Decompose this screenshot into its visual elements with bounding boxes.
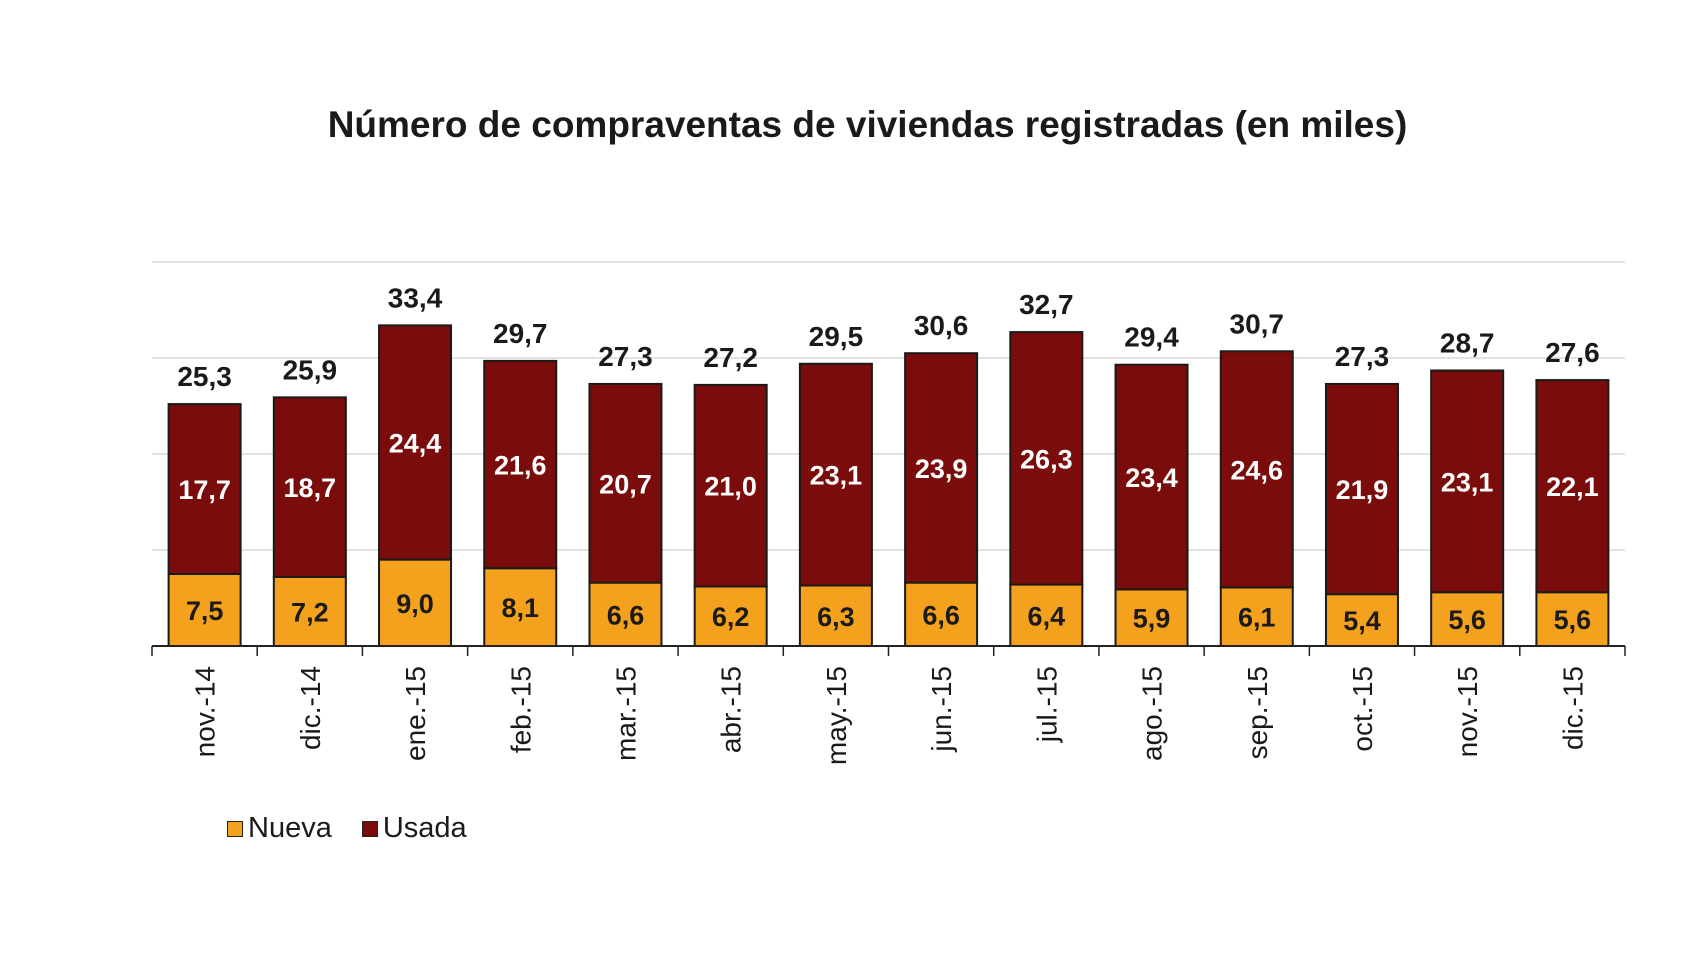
bar-nueva-dic.-15	[1535, 591, 1610, 647]
x-tick-label: nov.-14	[190, 666, 221, 757]
data-label-total: 29,4	[1124, 322, 1179, 353]
legend-item-nueva: Nueva	[227, 812, 332, 845]
chart-legend: Nueva Usada	[227, 812, 497, 845]
x-tick-label: dic.-14	[295, 666, 326, 750]
data-label-total: 27,6	[1545, 337, 1600, 368]
bar-usada-jul.-15	[1009, 331, 1084, 586]
data-label-usada: 21,9	[1336, 475, 1389, 505]
data-label-usada: 21,0	[704, 472, 757, 502]
legend-swatch-usada	[361, 820, 378, 837]
bar-usada-oct.-15	[1324, 382, 1399, 596]
bar-nueva-nov.-15	[1430, 591, 1505, 647]
data-label-total: 32,7	[1019, 289, 1074, 320]
data-label-total: 27,2	[703, 342, 758, 373]
data-label-nueva: 6,2	[712, 602, 750, 632]
data-label-usada: 22,1	[1546, 472, 1599, 502]
data-label-total: 27,3	[1335, 341, 1390, 372]
data-label-total: 25,9	[283, 354, 338, 385]
x-tick-label: mar.-15	[610, 666, 641, 761]
data-label-total: 29,7	[493, 318, 548, 349]
data-label-total: 33,4	[388, 282, 443, 313]
legend-item-usada: Usada	[361, 812, 467, 845]
bar-usada-ago.-15	[1114, 363, 1189, 591]
bar-nueva-jul.-15	[1009, 583, 1084, 647]
x-tick-label: may.-15	[821, 666, 852, 765]
data-label-nueva: 7,2	[291, 597, 329, 627]
x-tick-label: oct.-15	[1347, 666, 1378, 752]
data-label-usada: 23,1	[810, 461, 863, 491]
data-label-nueva: 6,1	[1238, 603, 1276, 633]
data-label-nueva: 6,6	[607, 600, 645, 630]
bar-usada-ene.-15	[378, 324, 453, 561]
data-label-usada: 23,1	[1441, 467, 1494, 497]
x-tick-label: jul.-15	[1031, 666, 1062, 743]
data-label-usada: 18,7	[284, 473, 337, 503]
x-tick-label: sep.-15	[1242, 666, 1273, 759]
data-label-usada: 23,9	[915, 454, 968, 484]
data-label-usada: 26,3	[1020, 444, 1073, 474]
bar-usada-may.-15	[798, 362, 873, 587]
data-label-nueva: 6,6	[922, 600, 960, 630]
legend-label-nueva: Nueva	[248, 812, 332, 844]
bar-usada-mar.-15	[588, 382, 663, 584]
data-label-nueva: 9,0	[396, 589, 434, 619]
data-label-total: 25,3	[177, 361, 232, 392]
data-label-total: 30,6	[914, 310, 969, 341]
x-tick-label: dic.-15	[1557, 666, 1588, 750]
bar-usada-nov.-15	[1430, 369, 1505, 594]
data-label-usada: 24,4	[389, 428, 442, 458]
data-label-usada: 23,4	[1125, 463, 1178, 493]
data-label-nueva: 5,4	[1343, 606, 1381, 636]
bar-usada-sep.-15	[1219, 350, 1294, 589]
bar-usada-dic.-14	[272, 396, 347, 578]
data-label-usada: 21,6	[494, 451, 547, 481]
bar-usada-abr.-15	[693, 383, 768, 588]
data-label-usada: 17,7	[178, 475, 231, 505]
data-label-total: 28,7	[1440, 327, 1495, 358]
data-label-nueva: 5,6	[1554, 605, 1592, 635]
bar-nueva-ago.-15	[1114, 588, 1189, 647]
data-label-nueva: 5,6	[1448, 605, 1486, 635]
x-tick-label: abr.-15	[716, 666, 747, 753]
data-label-nueva: 6,4	[1028, 601, 1066, 631]
bar-usada-jun.-15	[904, 352, 979, 584]
data-label-nueva: 8,1	[501, 593, 539, 623]
x-tick-label: ago.-15	[1137, 666, 1168, 761]
bar-usada-feb.-15	[483, 359, 558, 570]
bar-nueva-feb.-15	[483, 567, 558, 647]
legend-label-usada: Usada	[382, 812, 467, 844]
x-tick-label: nov.-15	[1452, 666, 1483, 757]
data-label-total: 27,3	[598, 341, 653, 372]
data-label-total: 29,5	[809, 321, 864, 352]
x-tick-label: ene.-15	[400, 666, 431, 761]
legend-swatch-nueva	[227, 820, 243, 837]
data-label-nueva: 7,5	[186, 596, 224, 626]
chart-title: Número de compraventas de viviendas regi…	[327, 104, 1408, 145]
data-label-total: 30,7	[1230, 308, 1285, 339]
bar-nueva-ene.-15	[378, 558, 453, 647]
bar-usada-dic.-15	[1535, 379, 1610, 594]
bar-usada-nov.-14	[167, 403, 242, 575]
x-tick-label: feb.-15	[505, 666, 536, 753]
data-label-nueva: 5,9	[1133, 604, 1171, 634]
data-label-usada: 20,7	[599, 469, 652, 499]
bar-nueva-may.-15	[798, 584, 873, 648]
x-tick-label: jun.-15	[926, 666, 957, 753]
data-label-usada: 24,6	[1230, 455, 1283, 485]
data-label-nueva: 6,3	[817, 602, 855, 632]
